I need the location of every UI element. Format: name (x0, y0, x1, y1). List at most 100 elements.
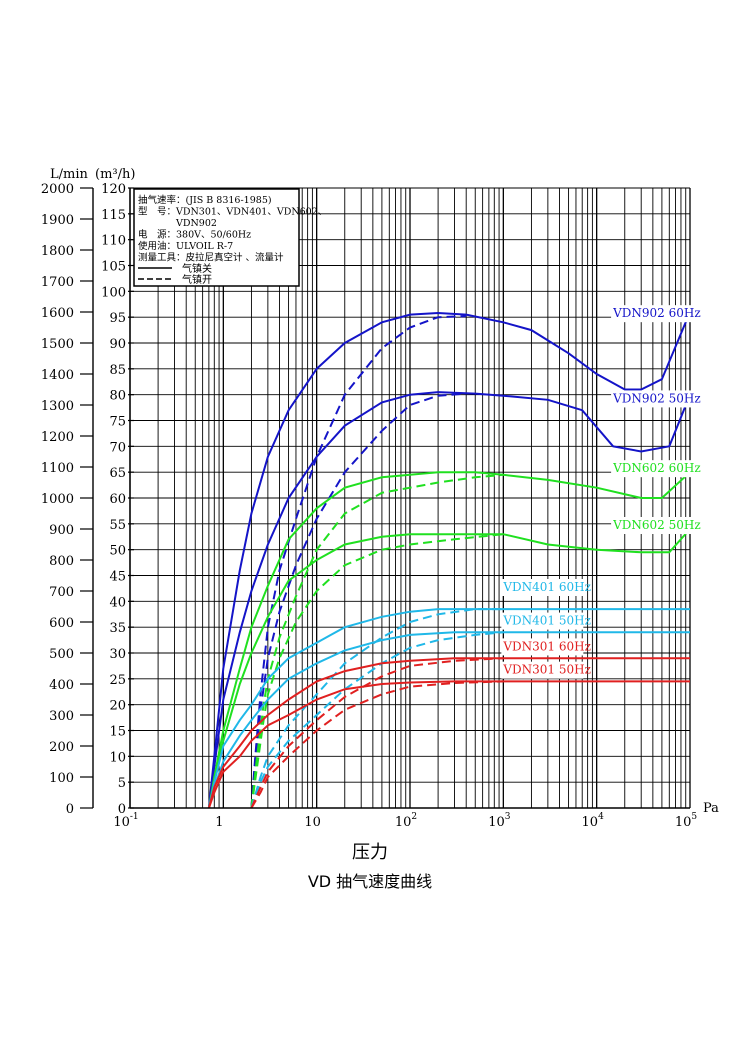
right-tick-label: 20 (109, 699, 126, 714)
left-tick-label: 1100 (41, 461, 74, 476)
left-tick-label: 100 (49, 771, 74, 786)
series-vdn301-60hz-dashed (250, 657, 504, 809)
right-tick-label: 55 (109, 518, 126, 533)
right-tick-label: 100 (101, 285, 126, 300)
left-tick-label: 600 (49, 616, 74, 631)
right-tick-label: 120 (101, 182, 126, 197)
legend-text-line: 测量工具：皮拉尼真空计 、流量计 (138, 252, 284, 264)
series-label-vdn301-60hz: VDN301 60Hz (502, 639, 591, 653)
series-label-vdn902-50hz: VDN902 50Hz (612, 391, 701, 405)
series-labels: VDN902 60Hz VDN902 50Hz VDN602 60Hz VDN602 … (501, 305, 701, 679)
left-tick-label: 900 (49, 523, 74, 538)
legend-text-line: 使用油：ULVOIL R-7 (138, 240, 233, 252)
chart-title: VD 抽气速度曲线 (307, 872, 433, 891)
series-label-vdn401-60hz: VDN401 60Hz (502, 580, 591, 594)
right-tick-label: 80 (109, 389, 126, 404)
x-tick-label: 105 (675, 812, 698, 830)
y-axis-label-left: L/min (50, 167, 88, 182)
legend-style-label: 气镇关 (182, 262, 212, 275)
series-label-bg (611, 390, 694, 408)
left-tick-label: 200 (49, 740, 74, 755)
series-label-vdn602-60hz: VDN602 60Hz (612, 461, 701, 475)
x-tick-label: 103 (488, 812, 511, 830)
right-tick-label: 85 (109, 363, 126, 378)
legend-frame (133, 188, 300, 287)
right-tick-label: 115 (101, 208, 126, 223)
series-label-vdn902-60hz: VDN902 60Hz (612, 306, 701, 320)
left-tick-label: 1800 (41, 244, 74, 259)
right-tick-label: 25 (109, 673, 126, 688)
left-tick-label: 1700 (41, 275, 74, 290)
left-tick-label: 700 (49, 585, 74, 600)
right-tick-label: 70 (109, 440, 126, 455)
x-tick-label: 10 (304, 815, 321, 830)
legend-text-line: 电 源：380V、50/60Hz (138, 229, 251, 241)
axes: 0100200300400500600700800900100011001200… (41, 167, 719, 830)
right-tick-label: 0 (118, 802, 126, 817)
legend-style-label: 气镇开 (182, 273, 212, 286)
series-vdn301-50hz-solid (207, 680, 690, 809)
series-vdn602-50hz-solid (207, 528, 691, 809)
series-vdn301-50hz-dashed (250, 680, 504, 809)
series-label-bg (501, 579, 584, 596)
series-vdn301-60hz-solid (207, 657, 690, 809)
left-tick-label: 0 (66, 802, 74, 817)
left-tick-label: 400 (49, 678, 74, 693)
series-vdn902-50hz-solid (207, 391, 691, 809)
left-tick-label: 1400 (41, 368, 74, 383)
series-vdn602-60hz-solid (207, 471, 691, 809)
x-tick-label: 104 (582, 812, 605, 830)
series-vdn902-60hz-solid (207, 311, 691, 809)
grid (129, 187, 691, 809)
series-vdn602-50hz-dashed (250, 533, 504, 809)
x-tick-label: 102 (395, 812, 417, 830)
left-tick-label: 1600 (41, 306, 74, 321)
y-axis-label-right: (m³/h) (95, 167, 135, 182)
right-tick-label: 5 (118, 776, 126, 791)
left-tick-label: 1900 (41, 213, 74, 228)
legend-text-line: 型 号：VDN301、VDN401、VDN602、 (138, 207, 327, 218)
right-tick-label: 95 (109, 311, 126, 326)
series-vdn401-60hz-dashed (250, 608, 504, 809)
right-tick-label: 60 (109, 492, 126, 507)
series-vdn401-60hz-solid (207, 608, 690, 809)
series-label-bg (611, 305, 694, 323)
series-layer (207, 311, 691, 809)
series-vdn401-50hz-dashed (250, 631, 504, 809)
right-tick-label: 30 (109, 647, 126, 662)
legend-text-line: VDN902 (138, 218, 217, 229)
left-tick-label: 1200 (41, 430, 74, 445)
left-tick-label: 1500 (41, 337, 74, 352)
series-label-vdn301-50hz: VDN301 50Hz (502, 663, 591, 677)
series-vdn401-50hz-solid (207, 631, 690, 809)
left-tick-label: 2000 (41, 182, 74, 197)
left-tick-label: 300 (49, 709, 74, 724)
legend-text-line: 抽气速率：(JIS B 8316-1985) (138, 194, 272, 206)
right-tick-label: 75 (109, 415, 126, 430)
right-tick-label: 40 (109, 595, 126, 610)
right-tick-label: 50 (109, 544, 126, 559)
right-tick-label: 35 (109, 621, 126, 636)
left-tick-label: 800 (49, 554, 74, 569)
left-tick-label: 1300 (41, 399, 74, 414)
right-tick-label: 90 (109, 337, 126, 352)
right-tick-label: 15 (109, 725, 126, 740)
left-tick-label: 500 (49, 647, 74, 662)
series-label-bg (501, 612, 584, 630)
right-tick-label: 105 (101, 260, 126, 275)
right-tick-label: 65 (109, 466, 126, 481)
series-vdn902-60hz-dashed (250, 315, 467, 809)
series-label-bg (611, 517, 694, 534)
right-tick-label: 45 (109, 570, 126, 585)
series-label-vdn602-50hz: VDN602 50Hz (612, 518, 701, 532)
x-axis-title: 压力 (352, 842, 388, 863)
right-tick-label: 110 (101, 234, 126, 249)
series-label-bg (611, 460, 694, 478)
x-tick-label: 1 (215, 815, 223, 830)
series-label-bg (501, 638, 584, 656)
left-tick-label: 1000 (41, 492, 74, 507)
x-tick-label: 10-1 (113, 812, 138, 830)
series-label-bg (501, 661, 584, 679)
series-label-vdn401-50hz: VDN401 50Hz (502, 614, 591, 628)
